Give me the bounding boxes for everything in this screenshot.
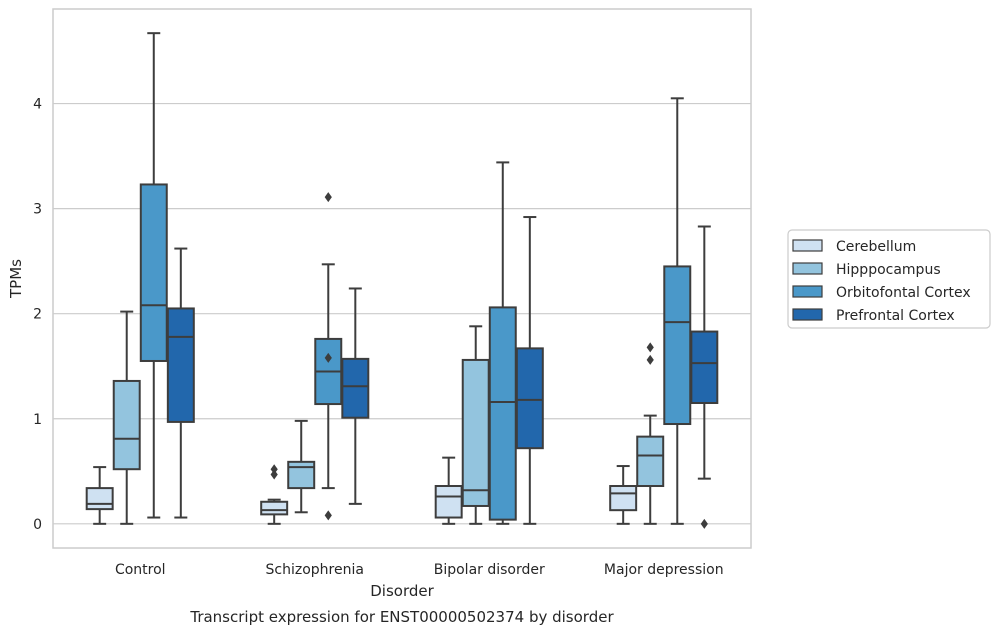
legend-swatch [792,239,823,252]
box-iqr [260,500,289,516]
box-iqr [85,487,114,511]
legend-frame [787,229,991,329]
box-iqr [636,435,665,488]
box-hipppocampus [112,310,141,525]
box-iqr [139,183,168,362]
box-orbitofontal-cortex [139,32,168,519]
box-prefrontal-cortex [166,247,195,519]
outlier-point [270,464,278,475]
box-iqr [515,347,544,450]
box-iqr [690,330,719,405]
box-orbitofontal-cortex [488,161,517,525]
box-iqr [341,357,370,419]
y-tick-label: 3 [33,202,42,218]
x-axis-label: Disorder [370,582,434,600]
outlier-point [646,342,654,353]
box-prefrontal-cortex [341,287,370,505]
chart-caption: Transcript expression for ENST0000050237… [189,608,614,626]
legend-entry-label: Orbitofontal Cortex [836,285,971,301]
legend-swatch [792,262,823,275]
box-iqr [287,460,316,490]
y-tick-label: 0 [33,517,42,533]
outlier-point [324,192,332,203]
box-hipppocampus [461,325,490,525]
y-tick-label: 1 [33,412,42,428]
outlier-point [700,518,708,529]
y-tick-label: 2 [33,307,42,323]
x-tick-label: Bipolar disorder [434,562,545,578]
outlier-point [324,510,332,521]
plot-background [53,9,751,548]
box-hipppocampus [636,342,665,525]
outlier-point [646,354,654,365]
box-iqr [609,485,638,512]
box-orbitofontal-cortex [663,97,692,525]
y-axis-ticks: 0 1 2 3 4 [33,97,42,533]
legend-swatch [792,285,823,298]
box-cerebellum [434,456,463,525]
x-axis-ticks: Control Schizophrenia Bipolar disorder Majo… [115,562,724,578]
box-iqr [461,358,490,507]
plot-frame [52,8,752,549]
x-tick-label: Major depression [604,562,724,578]
box-hipppocampus [287,419,316,514]
box-iqr [112,379,141,471]
box-orbitofontal-cortex [314,192,343,521]
box-cerebellum [260,464,289,525]
legend-entry-label: Cerebellum [836,239,916,255]
x-tick-label: Schizophrenia [266,562,364,578]
y-axis-label: TPMs [7,259,25,299]
legend-swatch [792,308,823,321]
outlier-point [270,469,278,480]
y-tick-label: 4 [33,97,42,113]
box-prefrontal-cortex [515,216,544,525]
box-iqr [166,307,195,423]
legend-entry-label: Prefrontal Cortex [836,308,955,324]
box-cerebellum [85,466,114,525]
legend-entry-label: Hipppocampus [836,262,941,278]
legend: Cerebellum Hipppocampus Orbitofontal Corte… [787,229,991,329]
box-iqr [488,306,517,521]
plot-area [85,32,719,529]
x-tick-label: Control [115,562,166,578]
box-prefrontal-cortex [690,225,719,529]
outlier-point [324,352,332,363]
box-iqr [434,485,463,519]
box-iqr [663,265,692,426]
box-cerebellum [609,465,638,525]
